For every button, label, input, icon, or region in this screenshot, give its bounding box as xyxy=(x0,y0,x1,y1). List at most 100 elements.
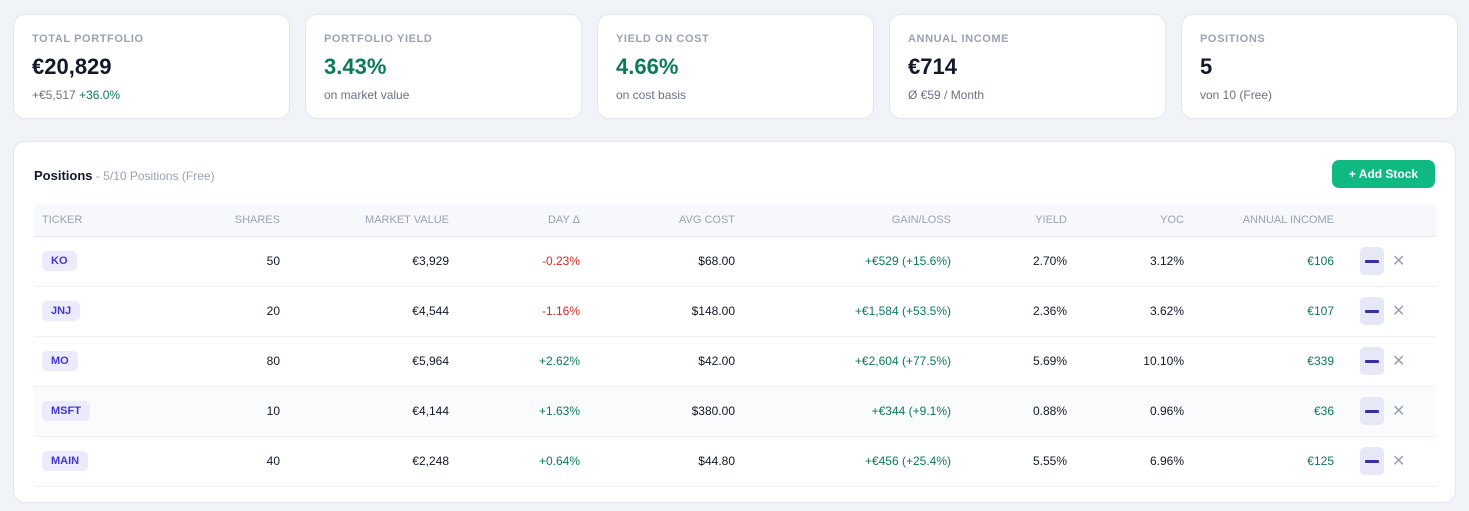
shares-cell: 40 xyxy=(266,454,280,468)
close-icon[interactable]: ✕ xyxy=(1392,303,1406,320)
stat-sub: on cost basis xyxy=(616,88,687,102)
day-change-cell: +2.62% xyxy=(538,354,580,368)
yield-cell: 2.70% xyxy=(1032,254,1067,268)
avg-cost-cell: $380.00 xyxy=(691,404,735,418)
stat-sub-percent: +36.0% xyxy=(79,88,121,102)
col-avg-cost[interactable]: AVG COST xyxy=(592,204,747,237)
yoc-cell: 3.62% xyxy=(1149,304,1184,318)
annual-income-cell: €125 xyxy=(1307,454,1334,468)
row-actions: ✕ xyxy=(1346,386,1436,436)
close-icon[interactable]: ✕ xyxy=(1392,253,1406,270)
col-shares[interactable]: SHARES xyxy=(124,204,292,237)
yield-cell: 0.88% xyxy=(1032,404,1067,418)
positions-table: TICKER SHARES MARKET VALUE DAY Δ AVG COS… xyxy=(34,204,1436,487)
edit-button[interactable] xyxy=(1360,347,1384,375)
yoc-cell: 10.10% xyxy=(1143,354,1184,368)
market-value-cell: €4,544 xyxy=(412,304,449,318)
market-value-cell: €3,929 xyxy=(412,254,449,268)
col-annual-income[interactable]: ANNUAL INCOME xyxy=(1196,204,1346,237)
col-yield[interactable]: YIELD xyxy=(963,204,1079,237)
edit-button[interactable] xyxy=(1360,247,1384,275)
shares-cell: 80 xyxy=(266,354,280,368)
yoc-cell: 3.12% xyxy=(1149,254,1184,268)
stat-sub: +€5,517 +36.0% xyxy=(32,88,271,102)
gain-loss-cell: +€1,584 (+53.5%) xyxy=(854,304,951,318)
gain-loss-cell: +€456 (+25.4%) xyxy=(864,454,951,468)
ticker-badge[interactable]: JNJ xyxy=(42,301,81,321)
stat-value: 4.66% xyxy=(616,54,679,79)
col-ticker[interactable]: TICKER xyxy=(34,204,124,237)
ticker-badge[interactable]: MAIN xyxy=(42,451,89,471)
table-row: JNJ 20 €4,544 -1.16% $148.00 +€1,584 (+5… xyxy=(34,286,1436,336)
positions-title: Positions xyxy=(34,168,93,183)
row-actions: ✕ xyxy=(1346,436,1436,486)
shares-cell: 20 xyxy=(266,304,280,318)
table-row: MSFT 10 €4,144 +1.63% $380.00 +€344 (+9.… xyxy=(34,386,1436,436)
row-actions: ✕ xyxy=(1346,286,1436,336)
day-change-cell: +0.64% xyxy=(538,454,580,468)
day-change-cell: +1.63% xyxy=(538,404,580,418)
stat-label: POSITIONS xyxy=(1200,33,1266,45)
ticker-badge[interactable]: KO xyxy=(42,251,77,271)
table-row: KO 50 €3,929 -0.23% $68.00 +€529 (+15.6%… xyxy=(34,236,1436,286)
stat-value: 3.43% xyxy=(324,54,387,79)
shares-cell: 50 xyxy=(266,254,280,268)
annual-income-cell: €339 xyxy=(1307,354,1334,368)
close-icon[interactable]: ✕ xyxy=(1392,453,1406,470)
stat-sub-amount: +€5,517 xyxy=(32,88,76,102)
edit-button[interactable] xyxy=(1360,397,1384,425)
table-row: MAIN 40 €2,248 +0.64% $44.80 +€456 (+25.… xyxy=(34,436,1436,486)
market-value-cell: €2,248 xyxy=(412,454,449,468)
stat-card-portfolio-yield: PORTFOLIO YIELD 3.43% on market value xyxy=(305,14,582,119)
stat-card-yield-on-cost: YIELD ON COST 4.66% on cost basis xyxy=(597,14,874,119)
stat-label: PORTFOLIO YIELD xyxy=(324,33,433,45)
col-day-change[interactable]: DAY Δ xyxy=(461,204,592,237)
ticker-badge[interactable]: MO xyxy=(42,351,78,371)
yield-cell: 5.55% xyxy=(1032,454,1067,468)
stat-sub: on market value xyxy=(324,88,410,102)
add-stock-button[interactable]: + Add Stock xyxy=(1332,160,1435,188)
stat-card-annual-income: ANNUAL INCOME €714 Ø €59 / Month xyxy=(889,14,1166,119)
stat-card-positions: POSITIONS 5 von 10 (Free) xyxy=(1181,14,1458,119)
ticker-cell: MSFT xyxy=(34,386,124,436)
stat-value: €20,829 xyxy=(32,54,112,79)
market-value-cell: €5,964 xyxy=(412,354,449,368)
day-change-cell: -0.23% xyxy=(541,254,580,268)
annual-income-cell: €106 xyxy=(1307,254,1334,268)
ticker-cell: MAIN xyxy=(34,436,124,486)
stat-label: TOTAL PORTFOLIO xyxy=(32,33,144,45)
col-market-value[interactable]: MARKET VALUE xyxy=(292,204,461,237)
stat-value: 5 xyxy=(1200,54,1213,79)
summary-cards: TOTAL PORTFOLIO €20,829 +€5,517 +36.0% P… xyxy=(13,14,1458,119)
ticker-badge[interactable]: MSFT xyxy=(42,401,90,421)
shares-cell: 10 xyxy=(266,404,280,418)
stat-card-total-portfolio: TOTAL PORTFOLIO €20,829 +€5,517 +36.0% xyxy=(13,14,290,119)
yield-cell: 2.36% xyxy=(1032,304,1067,318)
gain-loss-cell: +€344 (+9.1%) xyxy=(871,404,951,418)
edit-button[interactable] xyxy=(1360,297,1384,325)
edit-button[interactable] xyxy=(1360,447,1384,475)
col-gain-loss[interactable]: GAIN/LOSS xyxy=(747,204,963,237)
avg-cost-cell: $42.00 xyxy=(698,354,735,368)
row-actions: ✕ xyxy=(1346,336,1436,386)
yoc-cell: 0.96% xyxy=(1149,404,1184,418)
gain-loss-cell: +€2,604 (+77.5%) xyxy=(854,354,951,368)
annual-income-cell: €36 xyxy=(1313,404,1334,418)
table-row: MO 80 €5,964 +2.62% $42.00 +€2,604 (+77.… xyxy=(34,336,1436,386)
avg-cost-cell: $148.00 xyxy=(691,304,735,318)
stat-label: ANNUAL INCOME xyxy=(908,33,1010,45)
day-change-cell: -1.16% xyxy=(541,304,580,318)
yoc-cell: 6.96% xyxy=(1149,454,1184,468)
avg-cost-cell: $68.00 xyxy=(698,254,735,268)
col-yoc[interactable]: YOC xyxy=(1079,204,1196,237)
close-icon[interactable]: ✕ xyxy=(1392,353,1406,370)
annual-income-cell: €107 xyxy=(1307,304,1334,318)
col-actions xyxy=(1346,204,1436,237)
edit-icon xyxy=(1365,260,1379,263)
edit-icon xyxy=(1365,360,1379,363)
gain-loss-cell: +€529 (+15.6%) xyxy=(864,254,951,268)
close-icon[interactable]: ✕ xyxy=(1392,403,1406,420)
avg-cost-cell: $44.80 xyxy=(698,454,735,468)
stat-value: €714 xyxy=(908,54,957,79)
ticker-cell: JNJ xyxy=(34,286,124,336)
